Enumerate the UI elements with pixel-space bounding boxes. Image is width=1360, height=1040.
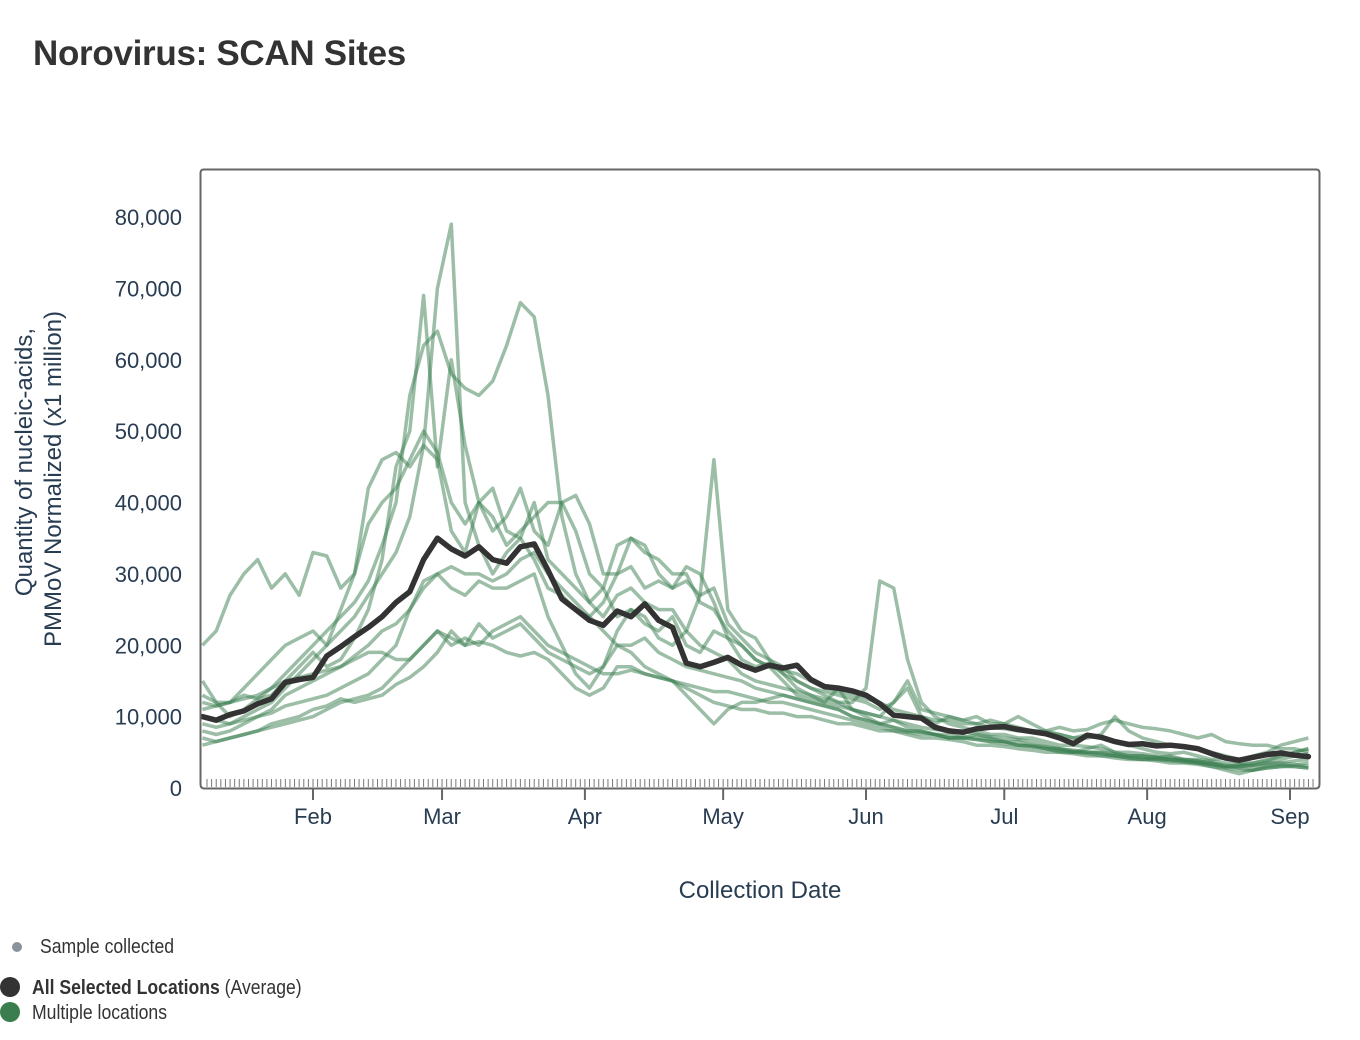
x-tick-label: Sep (1270, 804, 1309, 829)
y-tick-label: 20,000 (115, 633, 182, 658)
site-line[interactable] (201, 222, 1309, 762)
y-tick-label: 80,000 (115, 205, 182, 230)
x-minor-ticks (206, 779, 1314, 787)
x-tick-label: Jul (990, 804, 1018, 829)
y-tick-label: 30,000 (115, 562, 182, 587)
y-axis-ticks: 0 10,000 20,000 30,000 40,000 50,000 60,000 70,… (115, 205, 182, 801)
x-axis-title: Collection Date (679, 877, 842, 904)
x-axis-ticks: Feb Mar Apr May Jun Jul Aug Sep (294, 788, 1310, 829)
x-tick-label: Apr (568, 804, 602, 829)
y-axis-title-line1: Quantity of nucleic-acids, (11, 328, 38, 596)
x-tick-label: May (702, 804, 744, 829)
average-line-group (199, 535, 1312, 763)
legend-item-average[interactable]: All Selected Locations (Average) (32, 977, 302, 1000)
multiple-locations-legend-icon (0, 1002, 20, 1022)
site-line[interactable] (201, 443, 1309, 754)
legend-item-multiple-locations[interactable]: Multiple locations (32, 1002, 167, 1025)
sample-collected-icon (12, 942, 22, 952)
x-tick-label: Jun (848, 804, 883, 829)
legend-item-sample[interactable]: Sample collected (40, 936, 174, 959)
y-tick-label: 70,000 (115, 276, 182, 301)
axes: Feb Mar Apr May Jun Jul Aug Sep 0 10,000 20,000 30… (11, 168, 1321, 904)
y-tick-label: 0 (170, 776, 182, 801)
plot-frame (199, 168, 1321, 790)
x-tick-label: Feb (294, 804, 332, 829)
average-legend-icon (0, 977, 20, 997)
y-tick-label: 40,000 (115, 491, 182, 516)
y-axis-title-line2: PMMoV Normalized (x1 million) (40, 311, 67, 647)
average-line[interactable] (199, 535, 1312, 763)
site-line[interactable] (201, 579, 1309, 769)
x-tick-label: Aug (1128, 804, 1167, 829)
legend-label-average: All Selected Locations (32, 977, 220, 999)
legend-label-multiple: Multiple locations (32, 1002, 168, 1024)
legend-label-average-suffix: (Average) (219, 977, 302, 999)
site-lines (200, 222, 1309, 776)
y-tick-label: 60,000 (115, 348, 182, 373)
site-line[interactable] (201, 572, 1309, 772)
y-tick-label: 10,000 (115, 705, 182, 730)
page-title: Norovirus: SCAN Sites (33, 34, 406, 73)
y-tick-label: 50,000 (115, 419, 182, 444)
legend-label-sample: Sample collected (40, 936, 175, 958)
x-tick-label: Mar (423, 804, 461, 829)
